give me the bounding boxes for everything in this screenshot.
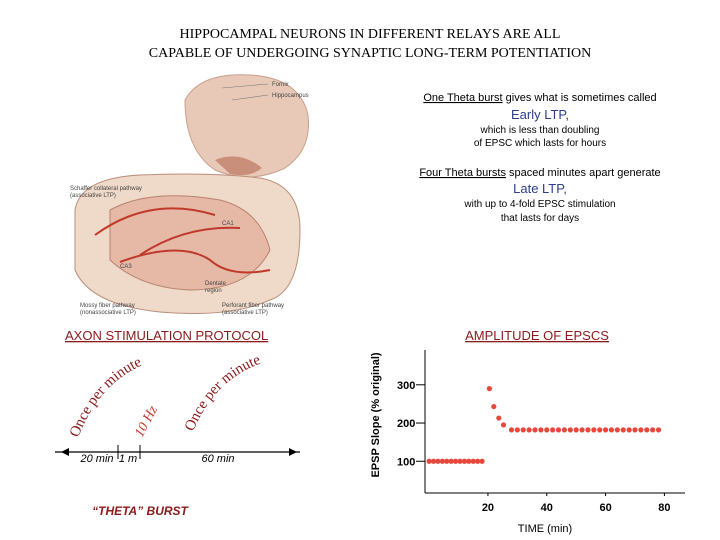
data-point [597, 427, 603, 433]
data-point [461, 458, 468, 464]
data-point [508, 427, 515, 433]
data-point [457, 458, 463, 464]
figure-label: Fornix [272, 82, 289, 88]
data-point [435, 458, 441, 464]
burst-frequency: 10 Hz [132, 403, 161, 440]
data-point [555, 427, 562, 433]
data-point [470, 458, 476, 464]
data-point [650, 427, 656, 433]
burst-label: “THETA” BURST [92, 504, 189, 518]
arc-text: Once per minute [182, 352, 263, 434]
data-point [567, 427, 573, 433]
data-point [602, 427, 609, 433]
data-point [430, 458, 437, 464]
note-text: spaced minutes apart generate [506, 167, 661, 179]
data-point [475, 458, 481, 464]
data-point [573, 427, 579, 433]
figure-label: (associative LTP) [222, 310, 268, 316]
y-axis-title: EPSP Slope (% original) [370, 352, 382, 477]
data-point [532, 427, 538, 433]
data-point [448, 458, 454, 464]
brain-illustration [74, 74, 310, 314]
data-point [514, 427, 520, 433]
time-label: 20 min [79, 453, 113, 465]
data-point [550, 427, 556, 433]
data-point [491, 403, 497, 410]
note-line: One Theta burst gives what is sometimes … [423, 92, 656, 104]
title-line: HIPPOCAMPAL NEURONS IN DIFFERENT RELAYS … [180, 27, 561, 42]
data-point [620, 427, 626, 433]
data-point [479, 458, 485, 464]
x-axis-title: TIME (min) [518, 523, 572, 535]
y-tick-label: 200 [397, 418, 415, 430]
data-point [608, 427, 615, 433]
data-point [579, 427, 585, 433]
time-label: 60 min [201, 453, 234, 465]
note-term: Late LTP, [513, 181, 567, 196]
x-tick-label: 60 [599, 502, 611, 514]
figure-label: (nonassociative LTP) [80, 310, 136, 316]
data-point [526, 427, 532, 433]
figure-label: Schaffer collateral pathway [70, 186, 142, 192]
figure-label: (associative LTP) [70, 193, 116, 199]
note-term: Early LTP, [511, 107, 569, 122]
plot: 100 200 300 20 40 60 80 [397, 350, 685, 514]
data-point [452, 458, 459, 464]
figure-label: CA3 [120, 264, 132, 270]
data-point [614, 427, 620, 433]
data-point [444, 458, 450, 464]
figure-label: Hippocampus [272, 93, 309, 99]
figure-label: Dentate [205, 281, 227, 287]
x-tick-label: 20 [482, 502, 494, 514]
time-label: 1 m [119, 453, 137, 465]
note-text: gives what is sometimes called [503, 92, 657, 104]
figure-label: region [205, 288, 222, 294]
title-line: CAPABLE OF UNDERGOING SYNAPTIC LONG-TERM… [149, 46, 591, 61]
figure-label: Perforant fiber pathway [222, 303, 284, 309]
data-point [538, 427, 544, 433]
note-line: of EPSC which lasts for hours [474, 138, 606, 149]
data-point [632, 427, 638, 433]
note-lead: One Theta burst [423, 92, 502, 104]
arc-label: Once per minute [67, 354, 145, 439]
data-point [561, 427, 568, 433]
data-point [426, 458, 432, 464]
data-point [591, 427, 597, 433]
y-tick-label: 300 [397, 380, 415, 392]
data-point [496, 415, 502, 421]
note-line: which is less than doubling [480, 125, 600, 136]
data-point [626, 427, 632, 433]
data-point [544, 427, 550, 433]
arc-text: Once per minute [67, 354, 145, 439]
note-lead: Four Theta bursts [419, 167, 506, 179]
data-point [439, 458, 445, 464]
x-tick-label: 40 [541, 502, 553, 514]
note-line: that lasts for days [501, 213, 579, 224]
section-heading: AXON STIMULATION PROTOCOL [65, 328, 268, 343]
data-point [486, 386, 493, 392]
section-heading: AMPLITUDE OF EPSCS [465, 328, 609, 343]
data-point [500, 422, 507, 428]
x-tick-label: 80 [658, 502, 670, 514]
data-point [466, 458, 472, 464]
data-point [520, 427, 526, 433]
note-line: with up to 4-fold EPSC stimulation [463, 199, 615, 210]
arc-label: Once per minute [182, 352, 263, 434]
figure-label: CA1 [222, 221, 234, 227]
data-point [644, 427, 650, 433]
data-point [585, 427, 591, 433]
figure-label: Mossy fiber pathway [80, 303, 135, 309]
note-line: Four Theta bursts spaced minutes apart g… [419, 167, 660, 179]
data-point [655, 427, 662, 433]
data-point [638, 427, 644, 433]
y-tick-label: 100 [397, 456, 415, 468]
